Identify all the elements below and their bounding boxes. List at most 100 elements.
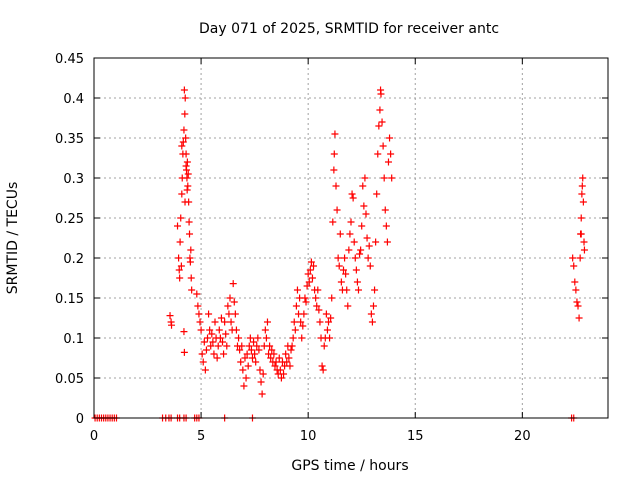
data-point (241, 354, 249, 362)
data-point (366, 262, 374, 270)
grid-lines (94, 58, 608, 418)
data-point (214, 342, 222, 350)
data-point (291, 326, 299, 334)
data-point (307, 258, 315, 266)
data-point (166, 312, 174, 320)
data-point (180, 86, 188, 94)
data-point (340, 266, 348, 274)
data-point (207, 342, 215, 350)
data-point (187, 246, 195, 254)
data-point (313, 302, 321, 310)
data-point (239, 366, 247, 374)
data-point (364, 254, 372, 262)
data-point (255, 346, 263, 354)
data-point (204, 334, 212, 342)
data-point (227, 318, 235, 326)
data-point (256, 366, 264, 374)
data-point (380, 174, 388, 182)
data-point (357, 246, 365, 254)
data-point (579, 174, 587, 182)
data-point (223, 342, 231, 350)
data-point (341, 254, 349, 262)
data-point (242, 374, 250, 382)
data-point (383, 238, 391, 246)
data-point (381, 206, 389, 214)
data-point (217, 314, 225, 322)
data-point (388, 174, 396, 182)
data-point (174, 222, 182, 230)
data-point (178, 190, 186, 198)
data-point (251, 350, 259, 358)
data-point (197, 326, 205, 334)
data-point (254, 334, 262, 342)
data-point (327, 314, 335, 322)
y-tick-label: 0.25 (55, 212, 84, 227)
data-point (280, 370, 288, 378)
chart-title: Day 071 of 2025, SRMTID for receiver ant… (199, 21, 499, 37)
data-point (326, 334, 334, 342)
data-point (578, 190, 586, 198)
data-point (333, 206, 341, 214)
data-point (180, 348, 188, 356)
data-point (175, 266, 183, 274)
data-point (375, 122, 383, 130)
data-point (387, 150, 395, 158)
y-tick-label: 0.2 (63, 252, 84, 267)
x-axis-label: GPS time / hours (291, 458, 408, 474)
data-point (194, 302, 202, 310)
data-point (235, 334, 243, 342)
data-point (576, 254, 584, 262)
y-tick-labels: 0 0.05 0.1 0.15 0.2 0.25 0.3 0.35 0.4 0.45 (55, 52, 84, 427)
data-point (579, 198, 587, 206)
data-point (283, 358, 291, 366)
data-point (379, 142, 387, 150)
data-point (310, 262, 318, 270)
data-points (91, 86, 588, 422)
data-point (277, 374, 285, 382)
data-point (268, 346, 276, 354)
data-point (302, 298, 310, 306)
data-point (178, 142, 186, 150)
data-point (570, 262, 578, 270)
data-point (180, 328, 188, 336)
data-point (211, 318, 219, 326)
data-point (325, 318, 333, 326)
data-point (316, 318, 324, 326)
y-tick-label: 0.1 (63, 332, 84, 347)
data-point (378, 118, 386, 126)
data-point (298, 334, 306, 342)
data-point (282, 350, 290, 358)
data-point (208, 330, 216, 338)
data-point (243, 350, 251, 358)
data-point (358, 222, 366, 230)
data-point (253, 342, 261, 350)
data-point (195, 310, 203, 318)
data-point (574, 302, 582, 310)
data-point (318, 362, 326, 370)
data-point (210, 350, 218, 358)
data-point (369, 302, 377, 310)
data-point (571, 278, 579, 286)
data-point (196, 318, 204, 326)
data-point (229, 280, 237, 288)
data-point (354, 286, 362, 294)
data-point (328, 294, 336, 302)
data-point (285, 354, 293, 362)
data-point (575, 314, 583, 322)
x-tick-label: 15 (407, 429, 424, 444)
data-point (206, 326, 214, 334)
axis-ticks (93, 57, 608, 419)
data-point (374, 150, 382, 158)
data-point (240, 382, 248, 390)
data-point (187, 274, 195, 282)
data-point (186, 258, 194, 266)
data-point (244, 362, 252, 370)
data-point (353, 278, 361, 286)
data-point (578, 182, 586, 190)
data-point (580, 246, 588, 254)
data-point (213, 354, 221, 362)
data-point (290, 318, 298, 326)
x-tick-label: 10 (300, 429, 317, 444)
data-point (356, 250, 364, 258)
data-point (200, 338, 208, 346)
